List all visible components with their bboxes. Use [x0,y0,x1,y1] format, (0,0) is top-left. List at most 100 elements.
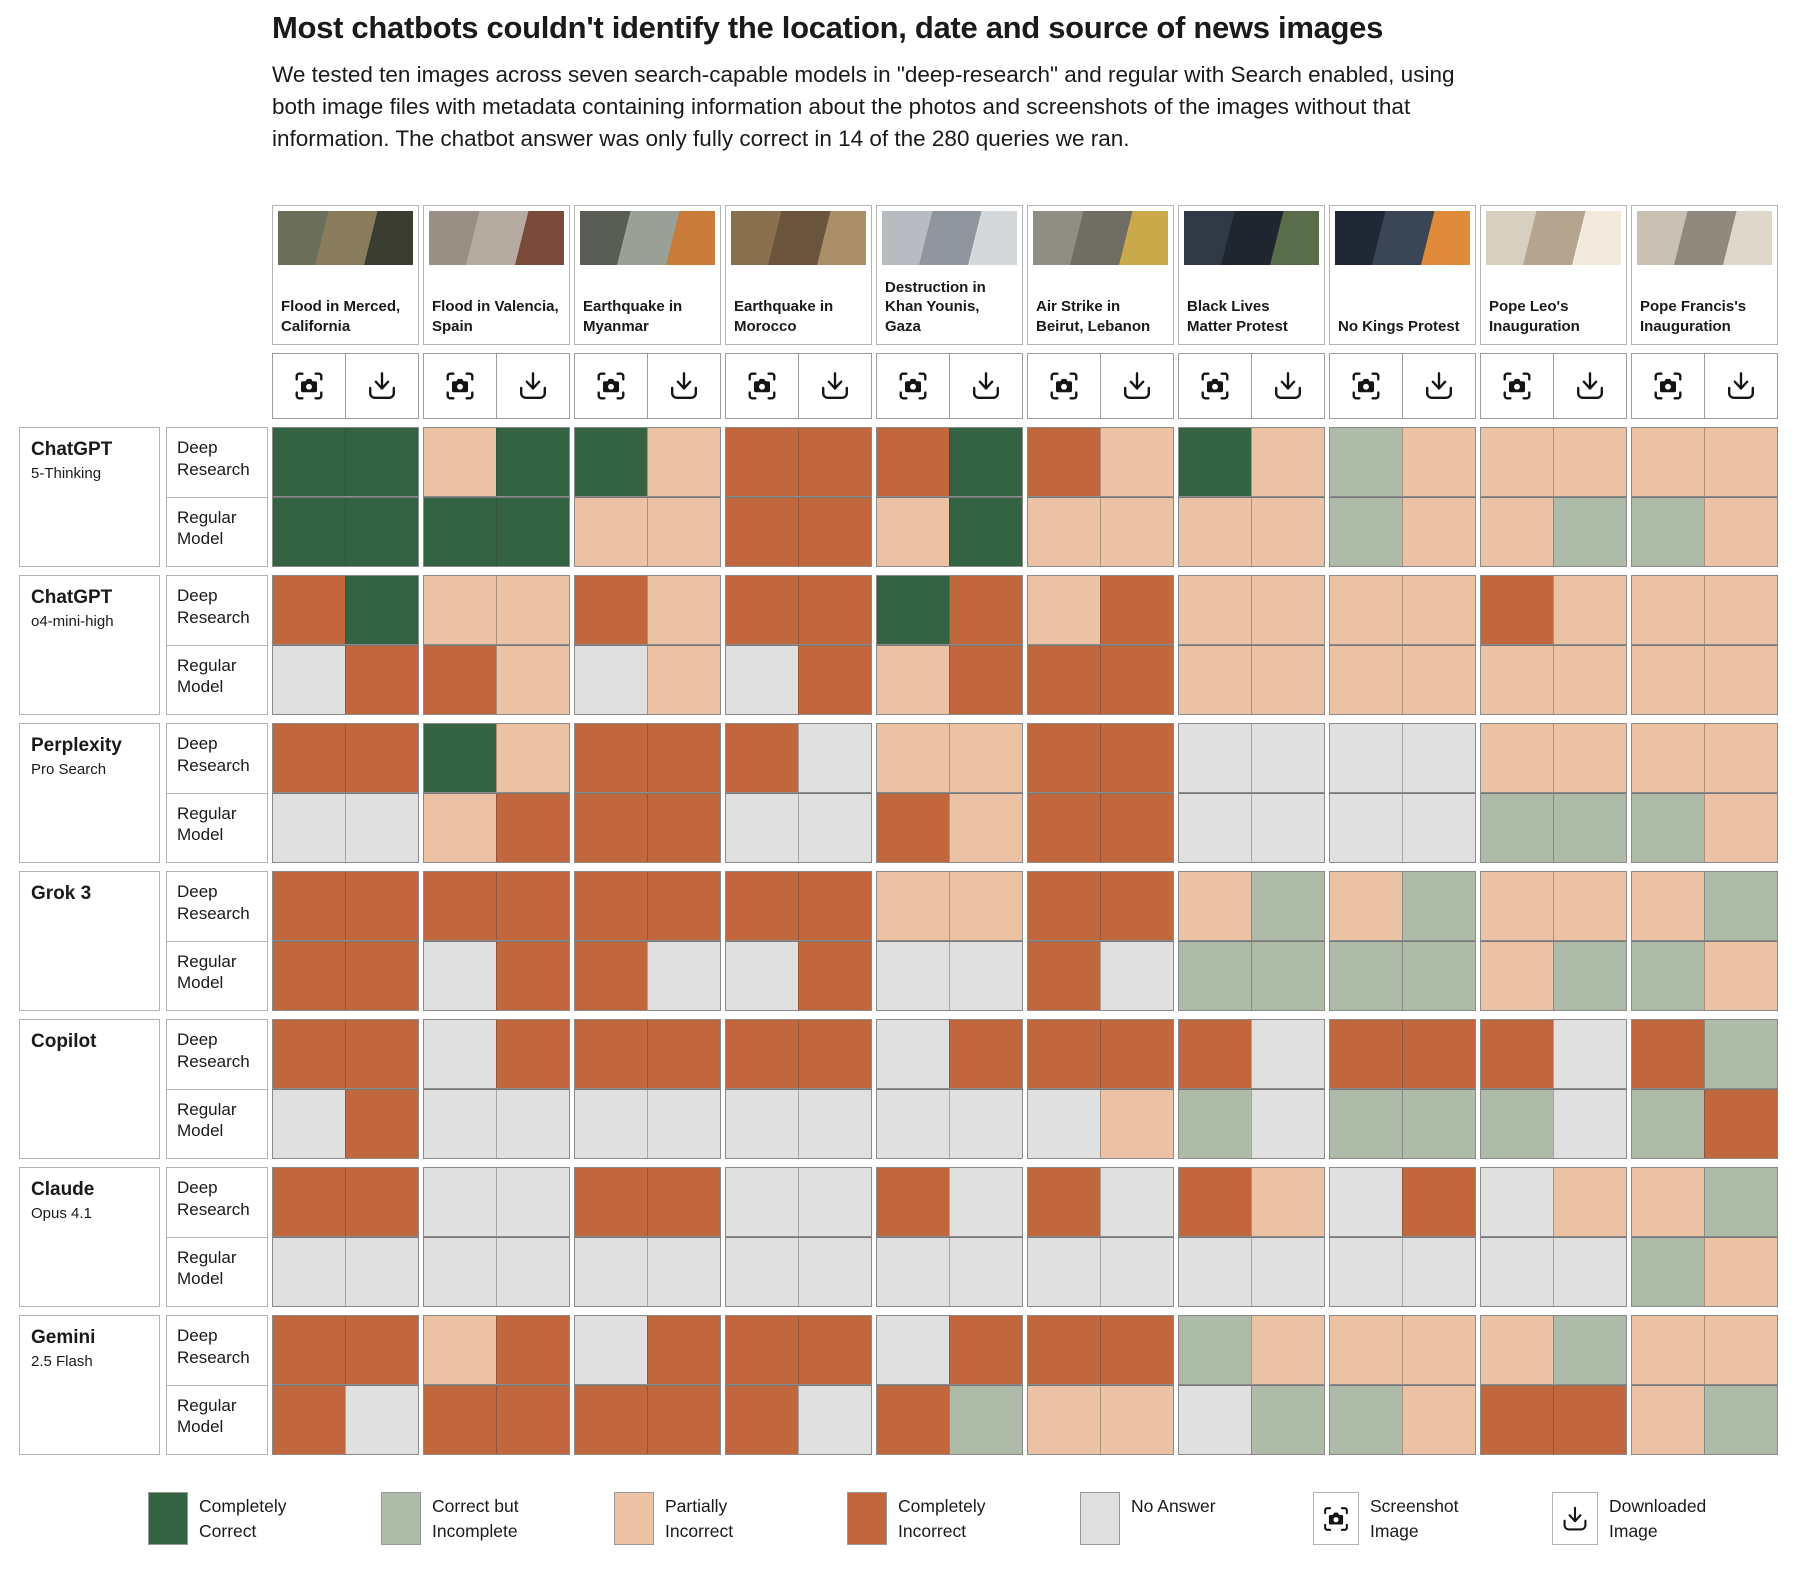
result-cell [424,576,496,644]
result-cell [1553,872,1626,940]
result-cell [1632,1168,1704,1236]
result-pair [423,1315,570,1385]
result-cell [575,1090,647,1158]
result-cell [1704,1020,1777,1088]
result-cell [1704,646,1777,714]
result-cell [1100,872,1173,940]
download-image-icon [1252,353,1325,419]
mode-labels: Deep Research Regular Model [166,1019,268,1159]
result-cell [575,576,647,644]
result-pair [423,941,570,1011]
model-block: Claude Opus 4.1 Deep Research Regular Model [19,1167,1782,1307]
result-pair [876,1315,1023,1385]
result-cell [1028,1020,1100,1088]
result-cell [1481,576,1553,644]
result-cell [1402,942,1475,1010]
result-pair [272,497,419,567]
result-pair [725,497,872,567]
result-pair [876,497,1023,567]
result-pair [725,723,872,793]
result-cell [1100,428,1173,496]
result-cell [496,1316,569,1384]
result-cell [1179,498,1251,566]
result-cell [798,1090,871,1158]
result-pair [272,575,419,645]
mode-labels: Deep Research Regular Model [166,723,268,863]
photo-header-row: Flood in Merced, California Flood in Vale… [272,205,1782,345]
model-name-box: ChatGPT 5-Thinking [19,427,160,567]
result-cell [1179,1090,1251,1158]
model-name-box: Gemini 2.5 Flash [19,1315,160,1455]
result-cell [345,1090,418,1158]
result-cell [949,724,1022,792]
result-cell [273,872,345,940]
result-cell [496,1386,569,1454]
result-pair [1178,1385,1325,1455]
cells-area [272,723,1778,863]
mode-labels: Deep Research Regular Model [166,575,268,715]
result-cell [798,1168,871,1236]
result-cell [726,872,798,940]
result-cell [1179,1020,1251,1088]
cells-area [272,871,1778,1011]
result-cell [496,1020,569,1088]
result-pair [1631,793,1778,863]
result-pair [1631,1089,1778,1159]
result-pair [1480,871,1627,941]
result-cell [877,646,949,714]
result-cell [1632,942,1704,1010]
result-cell [575,1386,647,1454]
result-pair [1329,1019,1476,1089]
result-cell [1402,872,1475,940]
result-pair [876,645,1023,715]
mode-labels: Deep Research Regular Model [166,871,268,1011]
result-cell [726,428,798,496]
download-image-icon [1403,353,1476,419]
result-cell [1402,646,1475,714]
result-cell [647,1020,720,1088]
result-pair [1480,793,1627,863]
result-cell [1100,1238,1173,1306]
result-cell [798,794,871,862]
result-cell [877,794,949,862]
result-cell [273,942,345,1010]
photo-label: Earthquake in Morocco [734,298,834,335]
result-row [272,1237,1778,1307]
result-cell [1251,498,1324,566]
result-cell [1251,428,1324,496]
result-pair [1329,1385,1476,1455]
result-cell [949,646,1022,714]
result-cell [1028,1238,1100,1306]
model-version: 5-Thinking [31,465,102,482]
result-pair [1178,723,1325,793]
result-cell [424,794,496,862]
model-block: Copilot Deep Research Regular Model [19,1019,1782,1159]
result-pair [1329,793,1476,863]
result-cell [1179,1386,1251,1454]
result-cell [1481,1090,1553,1158]
model-version: 2.5 Flash [31,1353,93,1370]
result-cell [726,942,798,1010]
result-row [272,723,1778,793]
result-pair [1631,1167,1778,1237]
result-pair [272,723,419,793]
result-cell [1100,646,1173,714]
result-cell [1481,498,1553,566]
result-pair [1178,1167,1325,1237]
result-cell [1251,942,1324,1010]
result-cell [1251,1020,1324,1088]
result-cell [424,1316,496,1384]
result-cell [273,576,345,644]
chart-subtitle: We tested ten images across seven search… [272,61,1455,151]
result-pair [574,1089,721,1159]
result-cell [273,1386,345,1454]
result-cell [1330,794,1402,862]
result-cell [647,942,720,1010]
result-pair [1480,427,1627,497]
result-cell [949,1316,1022,1384]
result-pair [272,1237,419,1307]
mode-label: Deep Research [166,1315,268,1386]
mode-labels: Deep Research Regular Model [166,427,268,567]
result-pair [574,941,721,1011]
result-cell [424,872,496,940]
